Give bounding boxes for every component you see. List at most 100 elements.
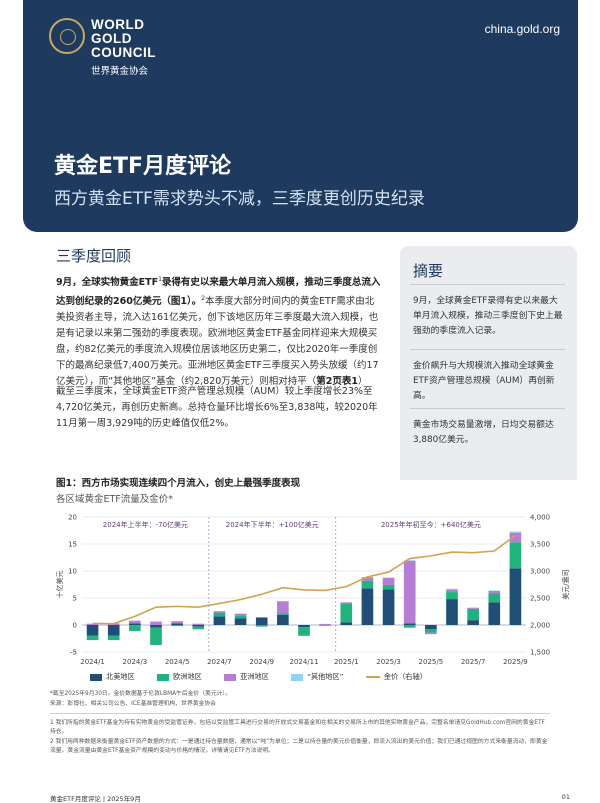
legend-item: 亚洲地区: [224, 672, 269, 682]
bar-segment: [361, 588, 374, 625]
bar-segment: [425, 625, 437, 630]
p1-table-ref[interactable]: 第2页表1: [316, 376, 359, 388]
bar-segment: [340, 603, 353, 623]
bar-segment: [277, 613, 289, 615]
x-tick-label: 2025/1: [334, 658, 359, 666]
bar-segment: [255, 625, 268, 627]
bar-segment: [467, 608, 479, 621]
y-tick-label: 10: [68, 568, 77, 576]
logo-chinese: 世界黄金协会: [91, 66, 149, 77]
y-tick-label: 20: [68, 514, 77, 522]
bar-segment: [425, 632, 437, 635]
footnote-2: 2 我们用两种数据来衡量黄金ETF资产数据的方式：一是通过持仓量数据，通常以“吨…: [50, 739, 548, 754]
bar-segment: [234, 615, 247, 619]
bar-segment: [171, 625, 183, 627]
legend-label: 金价（右轴）: [383, 672, 427, 681]
y2-tick-label: 4,000: [530, 514, 550, 522]
bar-segment: [171, 621, 183, 624]
bar-segment: [255, 617, 268, 625]
x-tick-label: 2024/11: [289, 658, 318, 666]
summary-item-1: 9月，全球黄金ETF录得有史以来最大单月流入规模，推动三季度创下史上最强劲的季度…: [413, 296, 563, 336]
bar-segment: [213, 611, 226, 613]
etf-flow-chart: 2024年上半年：-70亿美元 2024年下半年：+100亿美元 2025年年初至今…: [56, 514, 570, 667]
bar-segment: [488, 602, 501, 625]
bar-segment: [382, 578, 395, 586]
page-subtitle: 西方黄金ETF需求势头不减，三季度更创历史纪录: [54, 189, 425, 209]
bar-segment: [319, 623, 331, 625]
y2-axis-title: 美元/盎司: [561, 569, 570, 599]
legend-swatch: [157, 673, 170, 681]
p1-footnote-ref-2: 2: [201, 295, 206, 303]
legend-item: “其他地区”: [291, 672, 343, 682]
x-tick-label: 2024/7: [207, 658, 232, 666]
p1-bold-b: 录得有史以来最大单月流入规模，推动三季度总流入达到创纪录的260亿美元（图1）。: [56, 277, 381, 308]
bar-segment: [361, 580, 374, 589]
legend-label: “其他地区”: [307, 672, 344, 681]
bar-segment: [129, 620, 141, 624]
bar-segment: [403, 560, 416, 561]
bar-segment: [234, 618, 247, 625]
section-title: 三季度回顾: [56, 247, 132, 265]
bar-segment: [213, 610, 226, 612]
footer-title: 黄金ETF月度评论 | 2025年9月: [50, 795, 141, 803]
bar-segment: [298, 624, 310, 625]
bar-segment: [86, 625, 99, 636]
bar-segment: [425, 629, 437, 633]
legend-item: 金价（右轴）: [365, 672, 427, 682]
bar-segment: [192, 623, 205, 624]
bar-segment: [150, 627, 162, 645]
header-banner: [23, 0, 578, 232]
bar-segment: [446, 592, 458, 600]
bar-segment: [171, 623, 183, 625]
summary-divider: [410, 284, 565, 285]
legend-label: 北美地区: [106, 672, 135, 681]
legend-label: 欧洲地区: [173, 672, 202, 681]
paragraph-2: 截至三季度末，全球黄金ETF资产管理总规模（AUM）较上季度增长23%至4,72…: [56, 386, 378, 429]
y-tick-label: 15: [68, 541, 77, 549]
summary-divider: [410, 349, 565, 350]
bar-segment: [509, 568, 522, 625]
summary-title: 摘要: [413, 262, 444, 280]
bar-segment: [298, 627, 310, 636]
bar-segment: [382, 585, 395, 590]
y2-tick-label: 2,000: [530, 622, 550, 630]
legend-item: 北美地区: [90, 672, 135, 682]
bar-segment: [319, 625, 331, 626]
bar-segment: [382, 577, 395, 579]
legend-item: 欧洲地区: [157, 672, 202, 682]
bar-segment: [509, 542, 522, 569]
y-tick-label: 0: [73, 622, 77, 630]
notes-divider: [50, 713, 550, 714]
x-tick-label: 2024/3: [123, 658, 148, 666]
bar-segment: [488, 593, 501, 603]
bar-segment: [488, 590, 501, 591]
bar-segment: [86, 635, 99, 641]
y2-tick-label: 1,500: [530, 649, 550, 657]
bar-segment: [234, 613, 247, 616]
bar-segment: [107, 635, 120, 641]
bar-segment: [192, 625, 205, 627]
bar-segment: [192, 626, 205, 630]
paragraph-1: 9月，全球实物黄金ETF1录得有史以来最大单月流入规模，推动三季度总流入达到创纪…: [56, 272, 382, 390]
x-tick-label: 2025/3: [376, 658, 401, 666]
y2-tick-label: 3,000: [530, 568, 550, 576]
bar-segment: [150, 625, 162, 628]
bar-segment: [150, 621, 162, 622]
website-link[interactable]: china.gold.org: [484, 22, 560, 36]
bar-segment: [150, 621, 162, 625]
figure-title: 图1：西方市场实现连续四个月流入，创史上最强季度表现: [56, 478, 301, 489]
bar-segment: [446, 588, 458, 590]
p1-footnote-ref-1: 1: [158, 276, 162, 283]
logo-line-3: COUNCIL: [91, 45, 156, 60]
footnote-1: 1 我们所指的黄金ETF基金为持有实物黄金的受监管证券，包括以受监管工具进行交易…: [50, 720, 545, 735]
bar-segment: [467, 620, 479, 625]
summary-item-3: 黄金市场交易量激增，日均交易额达3,880亿美元。: [413, 420, 554, 445]
bar-segment: [298, 625, 310, 628]
bar-segment: [129, 623, 141, 625]
summary-divider: [410, 408, 565, 409]
logo-line-2: GOLD: [91, 31, 132, 46]
y2-tick-label: 3,500: [530, 541, 550, 549]
legend-line: [365, 676, 380, 678]
bar-segment: [403, 625, 416, 628]
bar-segment: [446, 599, 458, 625]
